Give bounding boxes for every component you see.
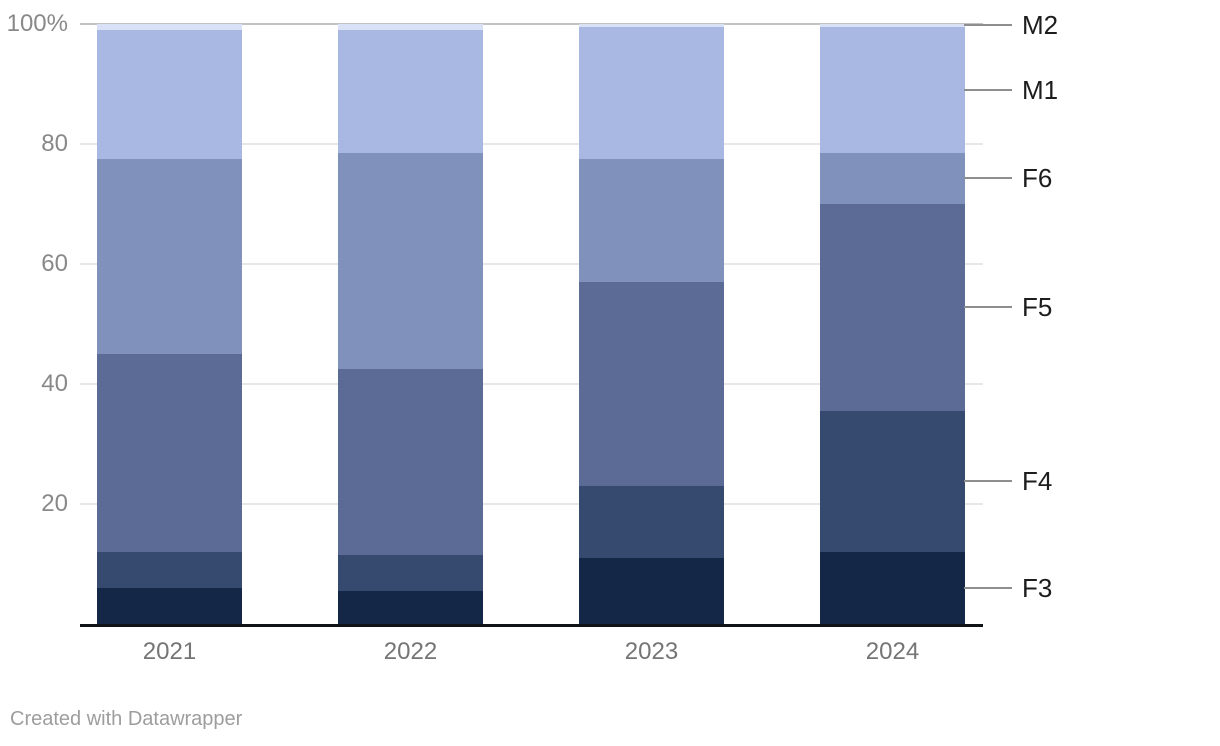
bar-segment-F3-2023[interactable] (579, 557, 724, 624)
bar-segment-F4-2023[interactable] (579, 485, 724, 558)
leader-line-F4 (964, 480, 1012, 482)
plot-area: 100% 80 60 40 20 2021 2022 2023 2024 F3 F4 F5 F6 M1 M2 (6, 9, 1059, 666)
series-label-M2: M2 (1022, 10, 1059, 40)
bar-segment-F6-2022[interactable] (338, 152, 483, 369)
bar-segment-F4-2024[interactable] (820, 410, 965, 552)
bar-segment-F5-2023[interactable] (579, 281, 724, 486)
bar-segment-F4-2022[interactable] (338, 554, 483, 591)
gridline-60 (80, 262, 983, 265)
x-axis-label-2023: 2023 (624, 638, 679, 665)
y-axis-tick-label: 80 (41, 129, 68, 157)
bar-segment-M1-2023[interactable] (579, 26, 724, 159)
leader-line-M2 (964, 24, 1012, 26)
bar-segment-F6-2023[interactable] (579, 158, 724, 282)
leader-line-F5 (964, 306, 1012, 308)
bar-segment-F4-2021[interactable] (97, 551, 242, 588)
leader-line-F3 (964, 586, 1012, 589)
gridline-100 (80, 22, 983, 25)
y-axis-tick-label: 100% (6, 9, 68, 37)
bar-segment-F6-2024[interactable] (820, 152, 965, 204)
x-axis-label-2022: 2022 (383, 638, 438, 665)
series-label-F4: F4 (1022, 466, 1053, 496)
series-label-F5: F5 (1022, 292, 1053, 322)
bar-segment-M1-2021[interactable] (97, 29, 242, 159)
y-axis-tick-label: 40 (41, 369, 68, 397)
series-label-F6: F6 (1022, 163, 1053, 193)
bar-segment-F5-2022[interactable] (338, 368, 483, 555)
series-label-M1: M1 (1022, 74, 1059, 105)
bar-segment-M1-2024[interactable] (820, 26, 965, 153)
y-axis-tick-label: 20 (41, 489, 68, 517)
gridline-40 (80, 382, 983, 385)
bar-segment-M1-2022[interactable] (338, 29, 483, 153)
bar-segment-M2-2022[interactable] (338, 23, 483, 30)
leader-line-F6 (964, 177, 1012, 179)
chart-footer: Created with Datawrapper (10, 708, 242, 731)
bar-segment-F5-2021[interactable] (97, 353, 242, 552)
bar-segment-F5-2024[interactable] (820, 203, 965, 411)
x-axis-label-2024: 2024 (865, 638, 920, 665)
bar-segment-F6-2021[interactable] (97, 158, 242, 354)
gridline-20 (80, 502, 983, 505)
y-axis-tick-label: 60 (41, 249, 68, 277)
bar-segment-F3-2021[interactable] (97, 587, 242, 624)
gridline-80 (80, 142, 983, 145)
bar-segment-M2-2021[interactable] (97, 23, 242, 30)
bar-segment-M2-2023[interactable] (579, 23, 724, 27)
bar-segment-M2-2024[interactable] (820, 23, 965, 27)
series-label-F3: F3 (1022, 572, 1053, 603)
bar-segment-F3-2022[interactable] (338, 590, 483, 624)
bar-segment-F3-2024[interactable] (820, 551, 965, 624)
x-axis-line (80, 623, 983, 627)
datawrapper-credit-link[interactable]: Created with Datawrapper (10, 708, 243, 730)
leader-line-M1 (964, 88, 1012, 91)
x-axis-label-2021: 2021 (142, 638, 197, 665)
